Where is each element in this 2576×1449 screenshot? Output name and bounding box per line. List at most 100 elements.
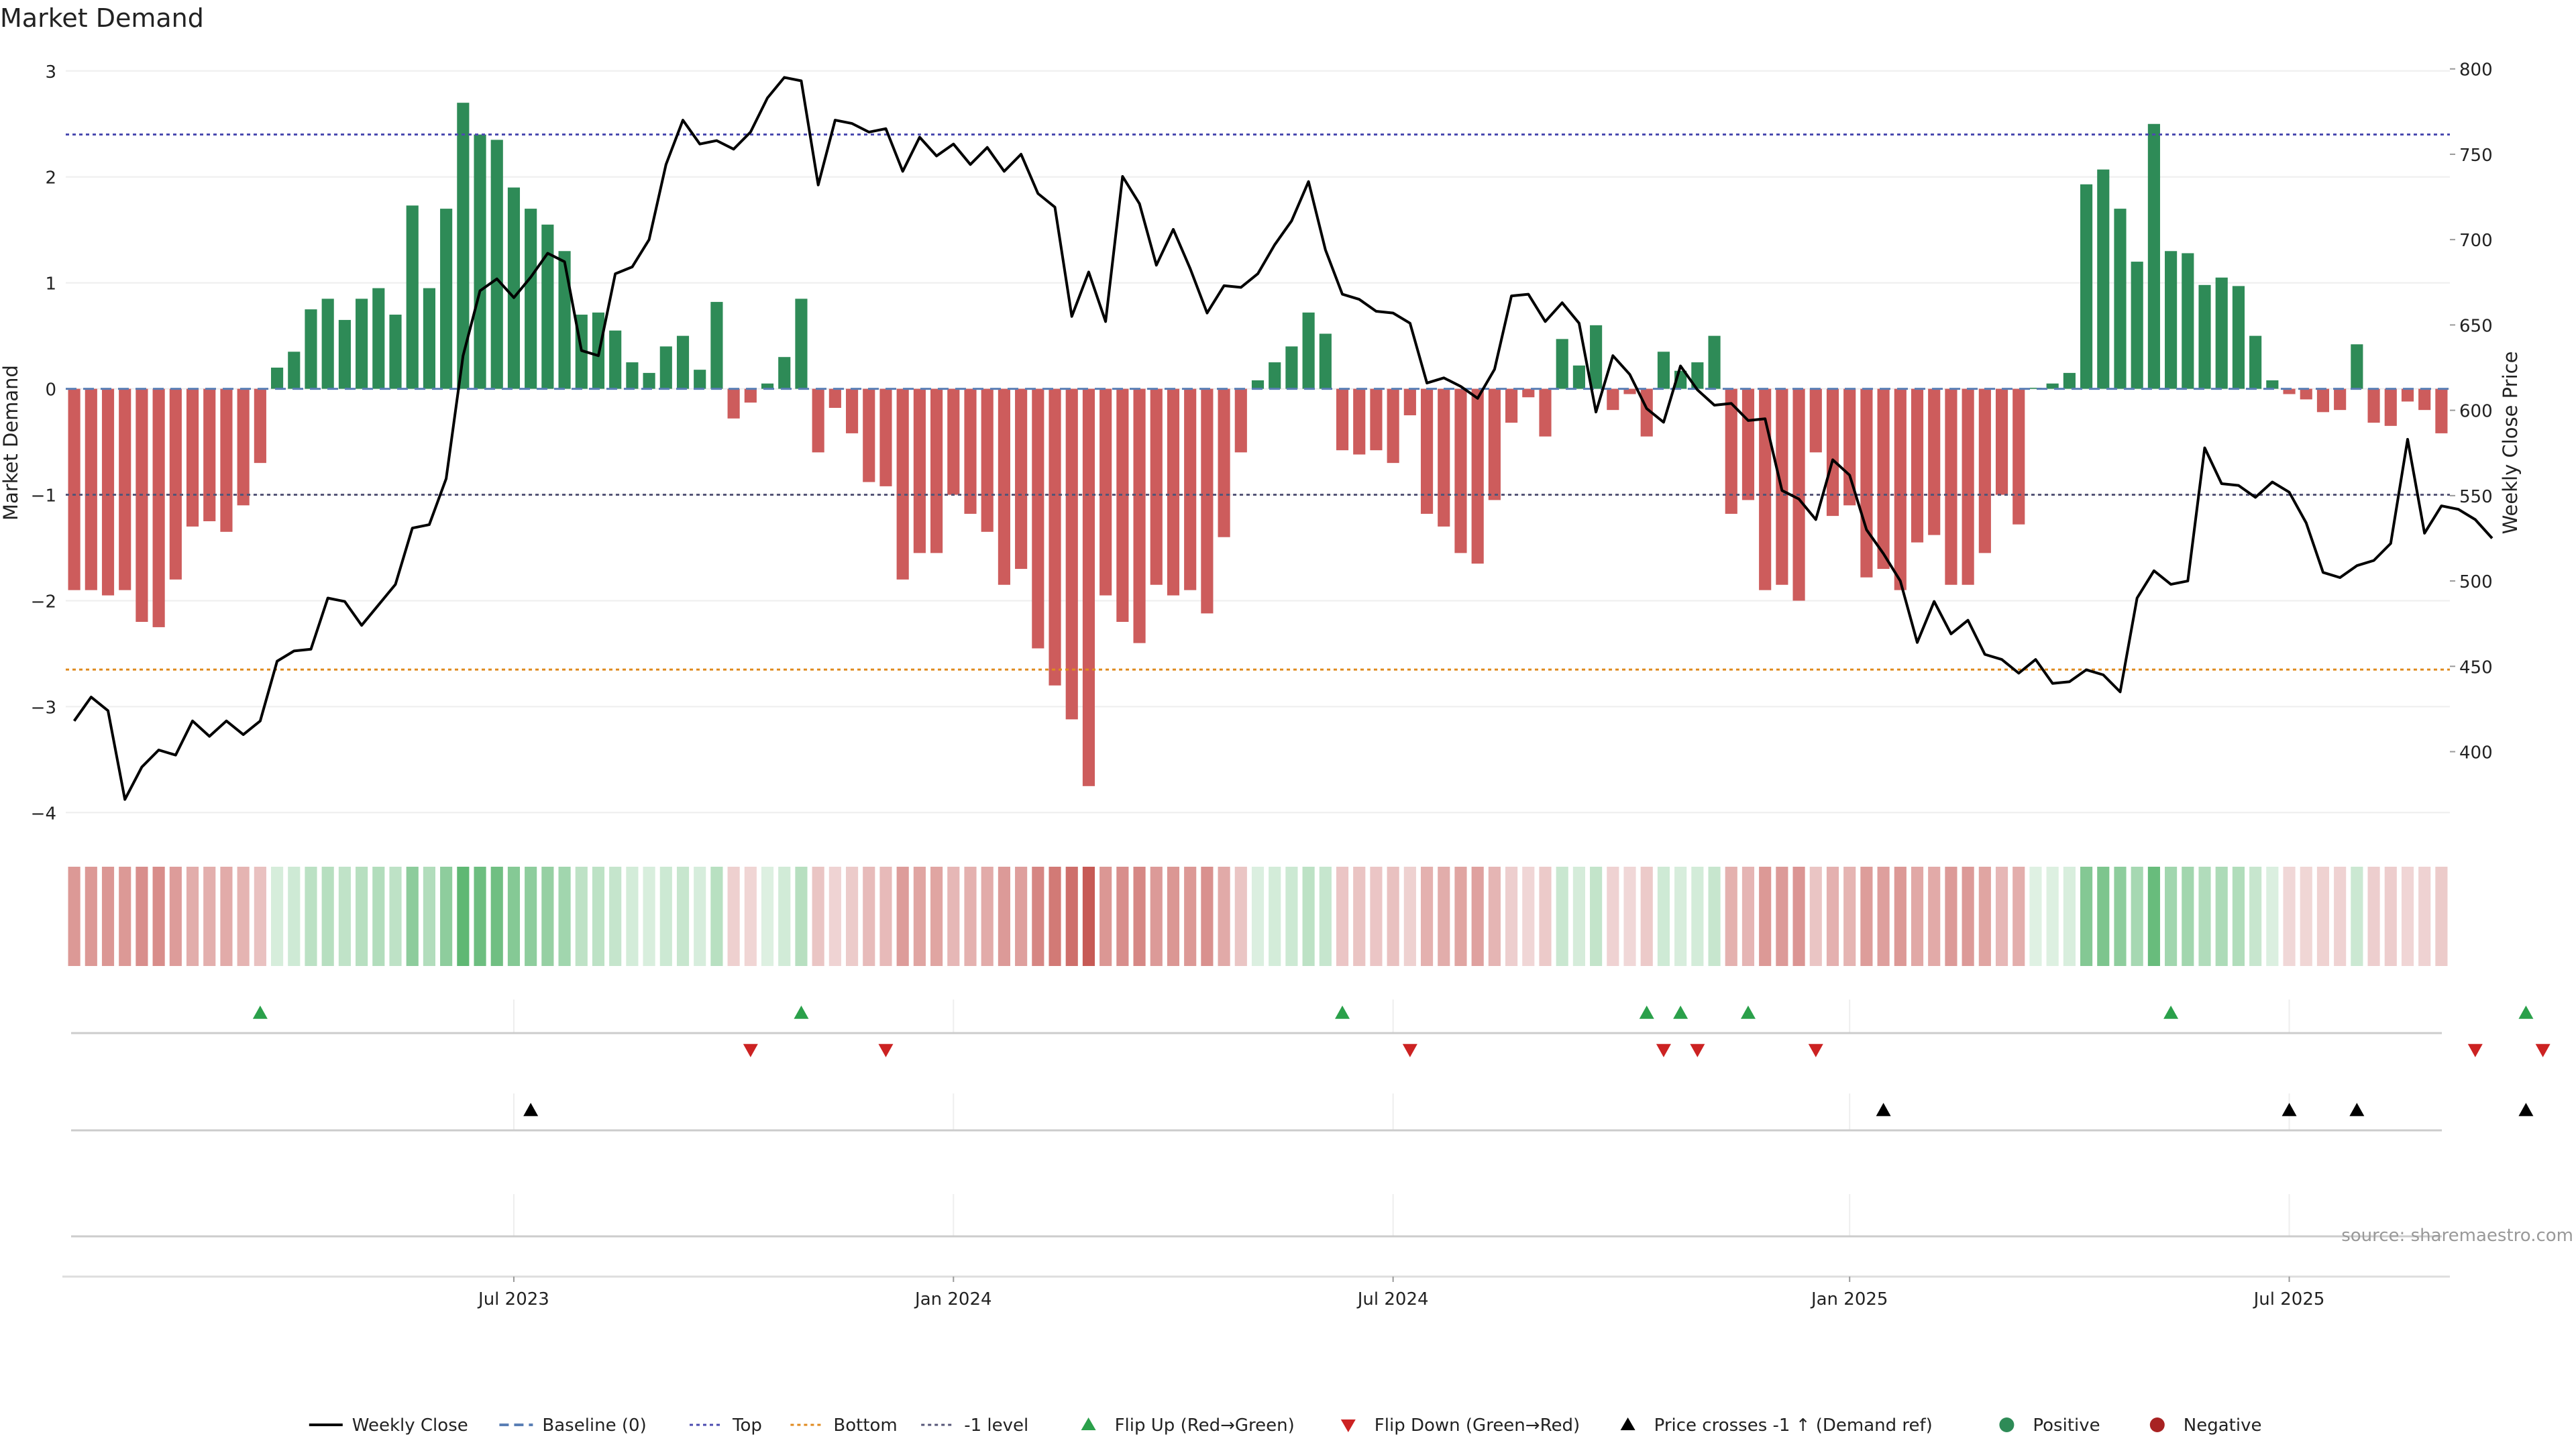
heat-cell: [1962, 867, 1974, 966]
demand-bar: [1032, 388, 1044, 649]
y-left-tick-label: −2: [31, 592, 56, 612]
demand-bar: [1945, 388, 1957, 585]
demand-bar: [1572, 365, 1585, 389]
heat-cell: [659, 867, 672, 966]
demand-bar: [119, 388, 131, 590]
demand-bar: [2334, 388, 2347, 411]
demand-bar: [1218, 388, 1230, 537]
demand-bar: [2401, 388, 2414, 402]
y-axis-right-label: Weekly Close Price: [2499, 352, 2522, 535]
heat-cell: [1556, 867, 1568, 966]
demand-bar: [1759, 388, 1772, 590]
heat-cell: [1522, 867, 1535, 966]
heat-cell: [119, 867, 131, 966]
heat-cell: [101, 867, 115, 966]
heat-cell: [930, 867, 943, 966]
heat-cell: [1167, 867, 1180, 966]
demand-bar: [812, 388, 824, 453]
heat-cell: [676, 867, 690, 966]
y-left-tick-label: −3: [31, 698, 56, 718]
demand-bar: [474, 134, 486, 389]
source-note: source: sharemaestro.com: [2341, 1226, 2573, 1246]
heat-cell: [541, 867, 554, 966]
y-right-tick-label: 800: [2459, 60, 2493, 80]
demand-bar: [372, 288, 385, 389]
demand-bar: [1049, 388, 1061, 686]
demand-bar: [169, 388, 182, 580]
heat-cell: [2046, 867, 2059, 966]
demand-bar: [541, 224, 554, 389]
demand-bar: [2418, 388, 2431, 411]
legend-label: Baseline (0): [542, 1415, 646, 1436]
flip-up-marker: [2163, 1006, 2179, 1019]
heat-cell: [186, 867, 199, 966]
flip-up-marker: [1673, 1006, 1688, 1019]
flip-down-marker: [1690, 1044, 1705, 1057]
demand-bar: [2266, 380, 2279, 389]
heat-cell: [423, 867, 435, 966]
y-right-tick-label: 600: [2459, 402, 2493, 422]
heat-cell: [2316, 867, 2330, 966]
heat-cell: [1674, 867, 1687, 966]
legend-item: Price crosses -1 ↑ (Demand ref): [1620, 1415, 1933, 1436]
legend-item: Negative: [2149, 1415, 2261, 1436]
heat-cell: [2215, 867, 2228, 966]
heat-cell: [2249, 867, 2262, 966]
heat-cell: [1741, 867, 1755, 966]
demand-bar: [1877, 388, 1890, 570]
heat-cell: [1978, 867, 1991, 966]
demand-bar: [1995, 388, 2008, 495]
x-tick-label: Jan 2024: [914, 1289, 992, 1309]
heat-cell: [1251, 867, 1265, 966]
flip-up-marker: [1639, 1006, 1654, 1019]
heat-cell: [2097, 867, 2110, 966]
demand-bar: [136, 388, 148, 623]
heat-cell: [2334, 867, 2347, 966]
demand-bar: [998, 388, 1010, 585]
heat-cell: [525, 867, 537, 966]
demand-bar: [1438, 388, 1450, 527]
x-tick-label: Jul 2023: [477, 1289, 549, 1309]
demand-bars: [68, 103, 2448, 786]
heat-cell: [152, 867, 165, 966]
demand-bar: [626, 362, 639, 389]
demand-bar: [558, 251, 571, 389]
demand-bar: [2012, 388, 2025, 525]
demand-bar: [964, 388, 977, 514]
demand-bar: [356, 299, 368, 389]
demand-bar: [440, 209, 453, 389]
demand-bar: [879, 388, 892, 486]
demand-bar: [896, 388, 909, 580]
demand-bar: [321, 299, 334, 389]
demand-bar: [1843, 388, 1856, 506]
legend-item: Flip Down (Green→Red): [1340, 1415, 1580, 1436]
legend-label: Positive: [2033, 1415, 2100, 1436]
demand-bar: [1454, 388, 1467, 553]
demand-bar: [288, 352, 301, 389]
heat-cell: [1725, 867, 1737, 966]
heat-cell: [237, 867, 250, 966]
heat-cell: [338, 867, 351, 966]
demand-bar: [1826, 388, 1839, 517]
heat-cell: [2080, 867, 2093, 966]
price-cross-marker: [2518, 1103, 2534, 1116]
legend-swatch: [2149, 1417, 2165, 1432]
demand-bar: [2283, 388, 2296, 394]
heat-cell: [1082, 867, 1095, 966]
heat-cell: [694, 867, 706, 966]
flip-down-marker: [2467, 1044, 2483, 1057]
heat-cell: [2418, 867, 2431, 966]
heat-cell: [1184, 867, 1197, 966]
heat-cell: [372, 867, 385, 966]
demand-bar: [2215, 277, 2228, 389]
demand-bar: [1691, 362, 1704, 389]
heat-cell: [2283, 867, 2296, 966]
demand-bar: [152, 388, 165, 627]
heat-cell: [1454, 867, 1467, 966]
heat-cell: [947, 867, 960, 966]
heat-cell: [1877, 867, 1890, 966]
y-right-tick-label: 450: [2459, 657, 2493, 678]
y-right-tick-label: 700: [2459, 231, 2493, 251]
legend-label: Flip Down (Green→Red): [1375, 1415, 1580, 1436]
heat-cell: [203, 867, 216, 966]
